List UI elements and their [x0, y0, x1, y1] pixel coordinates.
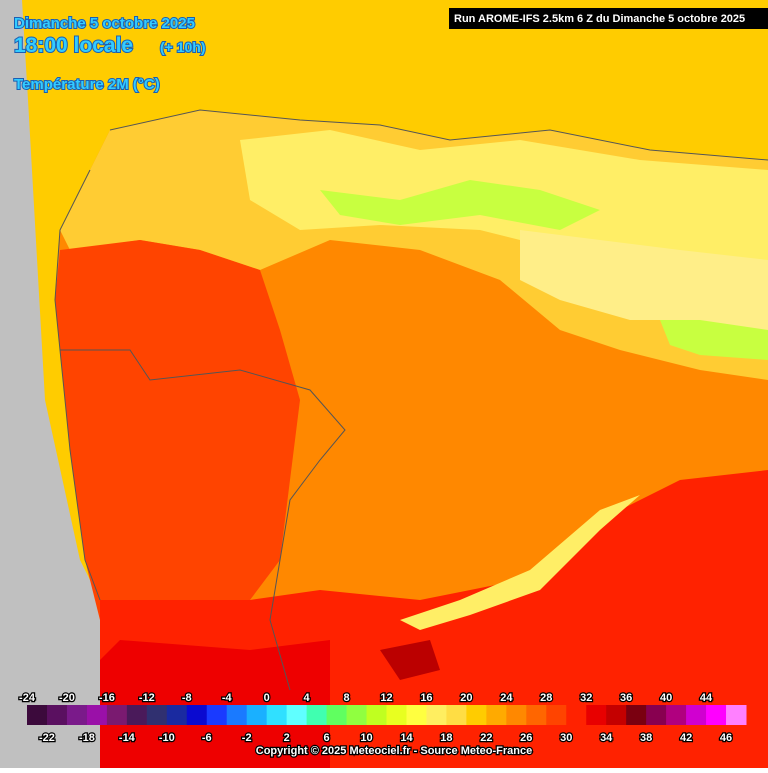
legend-label: 38 [640, 732, 652, 744]
legend-label: -24 [19, 692, 36, 704]
legend-label: -8 [182, 692, 192, 704]
legend-label: -12 [139, 692, 155, 704]
legend-swatch [66, 705, 88, 725]
legend-label: 18 [440, 732, 452, 744]
legend-swatch [426, 705, 447, 725]
legend-swatch [626, 705, 647, 725]
legend-swatch [46, 705, 68, 725]
legend-swatch [146, 705, 168, 725]
legend-swatch [666, 705, 687, 725]
legend-label: 14 [400, 732, 413, 744]
legend-label: 34 [600, 732, 613, 744]
legend-label: -2 [242, 732, 252, 744]
legend-swatch [186, 705, 208, 725]
legend-label: -22 [39, 732, 55, 744]
legend-swatch [106, 705, 128, 725]
legend: -24-22-20-18-16-14-12-10-8-6-4-202468101… [18, 691, 747, 745]
legend-label: 28 [540, 692, 552, 704]
legend-swatch [406, 705, 427, 725]
legend-swatch [566, 705, 587, 725]
legend-label: 4 [304, 692, 311, 704]
legend-swatch [27, 705, 48, 725]
legend-swatch [166, 705, 188, 725]
legend-swatch [226, 705, 248, 725]
legend-label: -4 [222, 692, 233, 704]
legend-swatch [726, 705, 747, 725]
legend-swatch [326, 705, 348, 725]
legend-label: 20 [460, 692, 472, 704]
legend-swatch [446, 705, 467, 725]
legend-label: 24 [500, 692, 513, 704]
legend-swatch [526, 705, 547, 725]
legend-swatch [126, 705, 148, 725]
out-of-domain [0, 0, 100, 768]
legend-swatch [646, 705, 667, 725]
legend-label: 0 [264, 692, 270, 704]
legend-label: -14 [119, 732, 136, 744]
run-info: Run AROME-IFS 2.5km 6 Z du Dimanche 5 oc… [454, 13, 745, 25]
legend-label: 22 [480, 732, 492, 744]
legend-label: 8 [343, 692, 349, 704]
legend-label: -20 [59, 692, 75, 704]
legend-label: 42 [680, 732, 692, 744]
legend-label: 32 [580, 692, 592, 704]
legend-label: -18 [79, 732, 95, 744]
legend-swatch [206, 705, 228, 725]
legend-swatch [286, 705, 308, 725]
legend-swatch [486, 705, 507, 725]
date: Dimanche 5 octobre 2025 [14, 15, 195, 32]
legend-label: 40 [660, 692, 672, 704]
copyright: Copyright © 2025 Meteociel.fr - Source M… [256, 745, 532, 757]
run-box [449, 8, 768, 29]
legend-label: 26 [520, 732, 532, 744]
legend-swatch [386, 705, 407, 725]
legend-swatch [506, 705, 527, 725]
legend-swatch [246, 705, 268, 725]
legend-label: 2 [284, 732, 290, 744]
legend-swatch [466, 705, 487, 725]
legend-swatch [306, 705, 328, 725]
legend-swatch [586, 705, 607, 725]
legend-swatch [546, 705, 567, 725]
temperature-field [55, 110, 768, 768]
borders [54, 109, 768, 691]
legend-label: 36 [620, 692, 632, 704]
legend-swatch [266, 705, 288, 725]
legend-label: 10 [360, 732, 372, 744]
legend-label: 16 [420, 692, 432, 704]
legend-label: 46 [720, 732, 732, 744]
offset: (+ 10h) [160, 39, 206, 55]
legend-label: 30 [560, 732, 572, 744]
legend-swatch [346, 705, 368, 725]
legend-label: -10 [159, 732, 175, 744]
variable: Température 2M (°C) [14, 76, 160, 93]
time: 18:00 locale [14, 34, 133, 57]
legend-label: 12 [380, 692, 392, 704]
legend-swatch [606, 705, 627, 725]
legend-label: 6 [324, 732, 330, 744]
legend-label: -16 [99, 692, 115, 704]
legend-swatch [706, 705, 727, 725]
legend-swatch [86, 705, 108, 725]
legend-label: 44 [700, 692, 713, 704]
legend-swatch [366, 705, 387, 725]
legend-label: -6 [202, 732, 212, 744]
legend-swatch [686, 705, 707, 725]
